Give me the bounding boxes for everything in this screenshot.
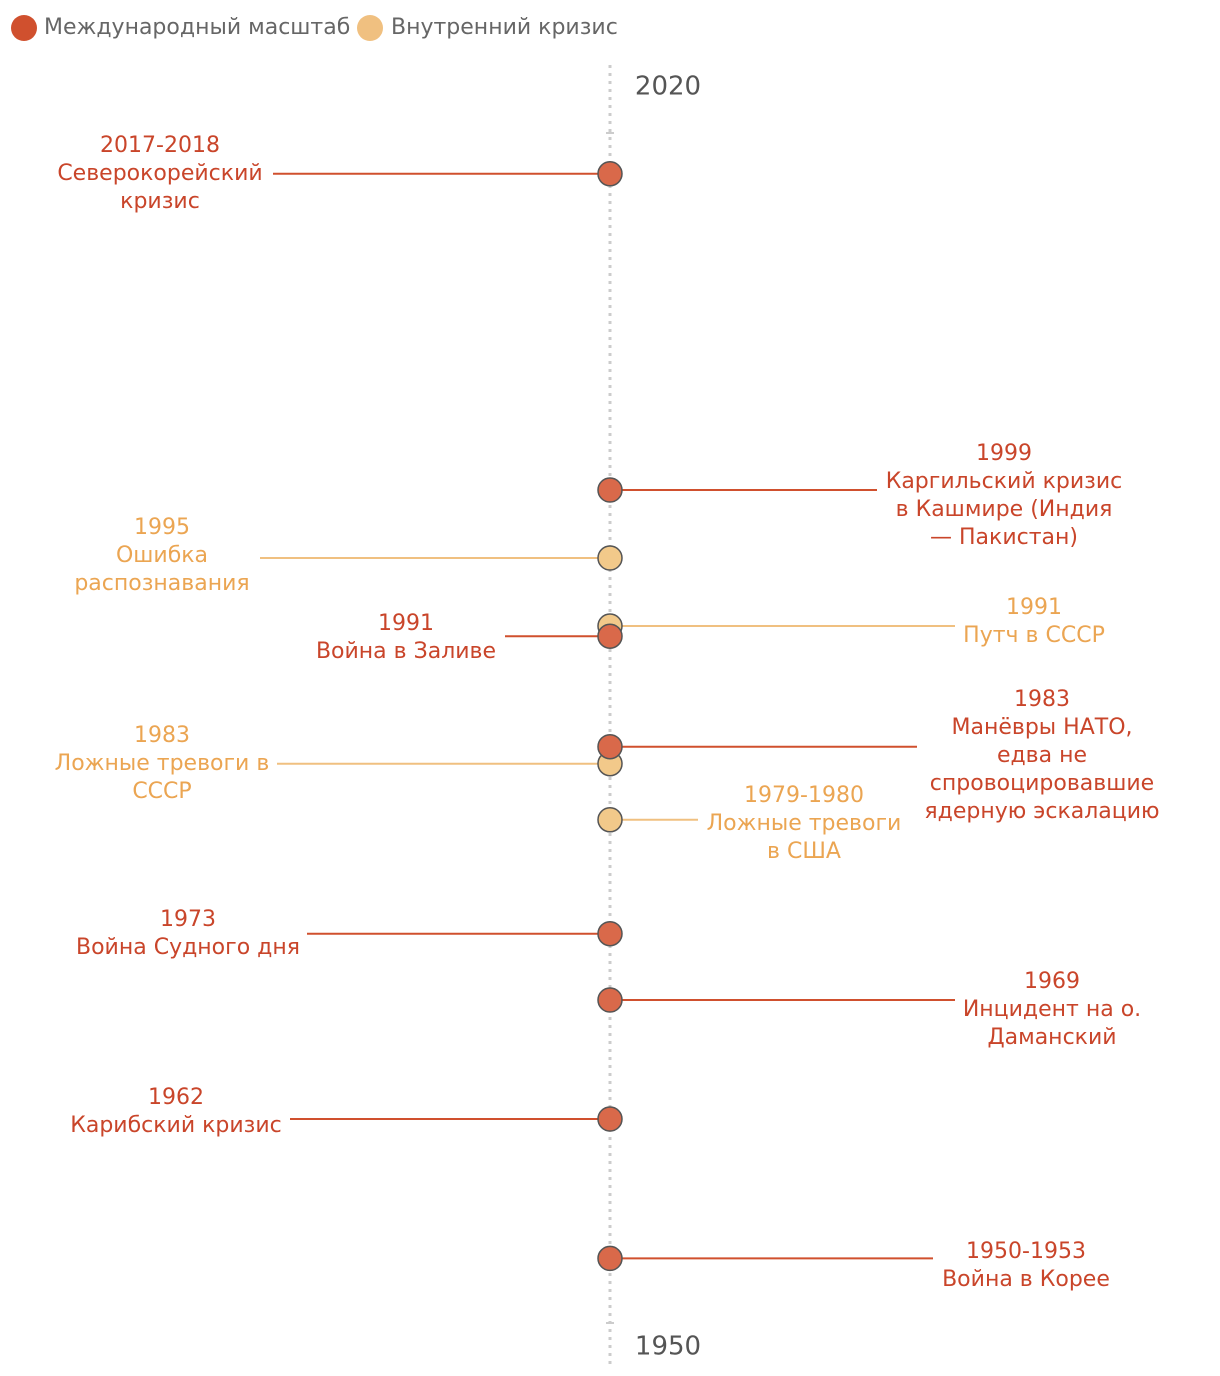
event-label: Путч в СССР xyxy=(963,623,1105,648)
event-date: 1991 xyxy=(1006,595,1062,620)
event-dot xyxy=(597,161,623,187)
event-dot xyxy=(597,807,623,833)
event-label: едва не xyxy=(997,743,1087,768)
event-dot xyxy=(597,623,623,649)
legend-label: Внутренний кризис xyxy=(391,15,618,40)
event-dot xyxy=(597,920,623,947)
event-dot xyxy=(597,1245,623,1272)
event-dot xyxy=(597,733,623,760)
event-label: распознавания xyxy=(74,571,249,596)
event-date: 2017-2018 xyxy=(100,133,220,158)
event-label: кризис xyxy=(120,189,200,214)
event-label: в США xyxy=(767,839,841,864)
legend-label: Международный масштаб xyxy=(44,15,350,40)
event-label: ядерную эскалацию xyxy=(924,799,1159,824)
event-label: Война в Заливе xyxy=(316,639,496,664)
event-label: Манёвры НАТО, xyxy=(951,715,1132,740)
event-label: в Кашмире (Индия xyxy=(896,497,1113,522)
event-label: — Пакистан) xyxy=(930,525,1078,550)
y-tick-label: 2020 xyxy=(635,72,701,102)
event-date: 1983 xyxy=(134,723,190,748)
y-tick-label: 1950 xyxy=(635,1332,701,1362)
event-label: спровоцировавшие xyxy=(930,771,1154,796)
event-label: Ложные тревоги xyxy=(707,811,902,836)
event-label: Война Судного дня xyxy=(76,935,300,960)
event-label: Каргильский кризис xyxy=(886,469,1123,494)
event-label: Ошибка xyxy=(116,543,208,568)
legend-swatch xyxy=(357,15,383,41)
event-date: 1973 xyxy=(160,907,216,932)
event-dot xyxy=(597,545,623,571)
event-date: 1950-1953 xyxy=(966,1239,1086,1264)
event-date: 1969 xyxy=(1024,969,1080,994)
event-dot xyxy=(597,987,623,1013)
event-label: Война в Корее xyxy=(942,1267,1110,1292)
event-label: Даманский xyxy=(987,1025,1116,1050)
event-date: 1983 xyxy=(1014,687,1070,712)
event-date: 1999 xyxy=(976,441,1032,466)
legend-swatch xyxy=(11,15,37,41)
event-label: Инцидент на о. xyxy=(963,997,1141,1022)
event-date: 1995 xyxy=(134,515,190,540)
event-dot xyxy=(597,1106,623,1132)
event-date: 1991 xyxy=(378,611,434,636)
event-date: 1979-1980 xyxy=(744,783,864,808)
event-label: СССР xyxy=(132,779,191,804)
event-dot xyxy=(597,477,623,503)
event-label: Северокорейский xyxy=(57,161,262,186)
event-label: Карибский кризис xyxy=(70,1113,282,1138)
event-label: Ложные тревоги в xyxy=(55,751,270,776)
event-date: 1962 xyxy=(148,1085,204,1110)
